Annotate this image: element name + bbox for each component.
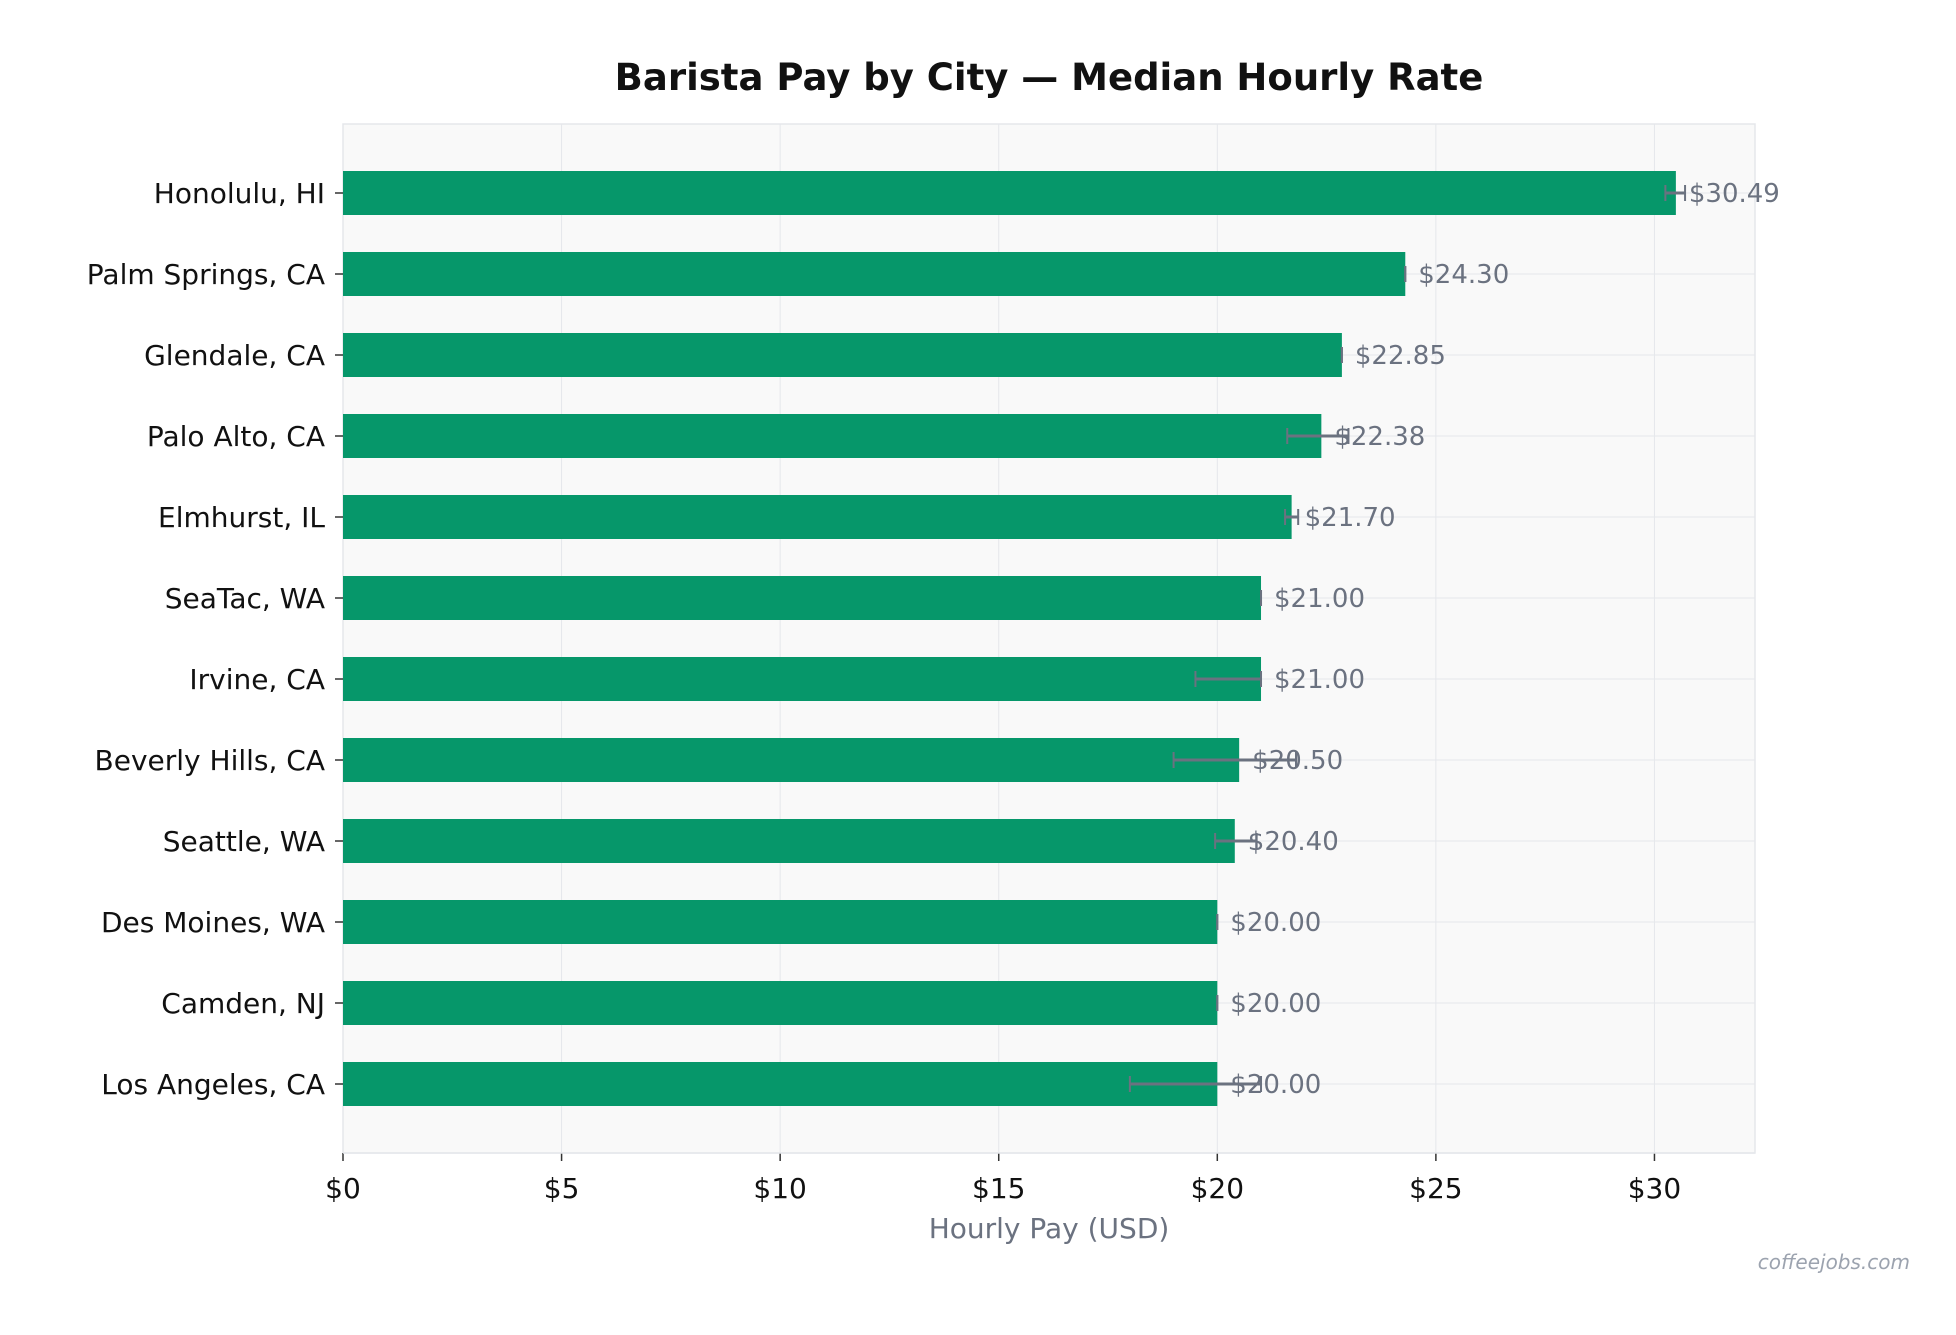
y-tick-label: Palm Springs, CA xyxy=(87,258,325,291)
error-bars xyxy=(1128,185,1687,1092)
y-tick-label: Elmhurst, IL xyxy=(158,501,325,534)
y-tick-label: Des Moines, WA xyxy=(101,906,325,939)
value-label: $20.00 xyxy=(1230,989,1321,1019)
y-tick-label: Los Angeles, CA xyxy=(101,1068,325,1101)
value-label: $21.00 xyxy=(1274,665,1365,695)
value-label: $22.85 xyxy=(1355,341,1446,371)
y-tick-label: Beverly Hills, CA xyxy=(95,744,325,777)
bar xyxy=(343,738,1240,782)
bar xyxy=(343,819,1235,863)
y-tick-label: Palo Alto, CA xyxy=(147,420,325,453)
bar xyxy=(343,657,1262,701)
y-tick-labels: Honolulu, HI Palm Springs, CA Glendale, CA… xyxy=(87,177,343,1101)
value-labels: $30.49 $24.30 $22.85 $22.38 $21.70 $21.00 $21.… xyxy=(1230,179,1780,1100)
value-label: $24.30 xyxy=(1418,260,1509,290)
y-tick-label: Glendale, CA xyxy=(144,339,325,372)
value-label: $20.00 xyxy=(1230,908,1321,938)
bar xyxy=(343,495,1292,539)
chart-title: Barista Pay by City — Median Hourly Rate xyxy=(615,56,1484,99)
x-axis-label: Hourly Pay (USD) xyxy=(929,1212,1170,1245)
bars xyxy=(343,171,1676,1106)
x-tick-label: $20 xyxy=(1191,1172,1244,1205)
x-tick-label: $15 xyxy=(972,1172,1025,1205)
value-label: $30.49 xyxy=(1689,179,1780,209)
value-label: $20.00 xyxy=(1230,1070,1321,1100)
bar xyxy=(343,1062,1218,1106)
bar xyxy=(343,900,1218,944)
x-tick-labels: $0 $5 $10 $15 $20 $25 $30 xyxy=(325,1153,1681,1205)
x-tick-label: $30 xyxy=(1628,1172,1681,1205)
bar xyxy=(343,252,1406,296)
x-tick-label: $5 xyxy=(544,1172,580,1205)
y-tick-label: SeaTac, WA xyxy=(165,582,325,615)
value-label: $20.40 xyxy=(1248,827,1339,857)
value-label: $21.00 xyxy=(1274,584,1365,614)
bar xyxy=(343,576,1262,620)
y-tick-label: Camden, NJ xyxy=(161,987,325,1020)
x-tick-label: $10 xyxy=(753,1172,806,1205)
value-label: $20.50 xyxy=(1252,746,1343,776)
bar xyxy=(343,981,1218,1025)
watermark: coffeejobs.com xyxy=(1757,1250,1910,1274)
x-tick-label: $25 xyxy=(1409,1172,1462,1205)
y-tick-label: Irvine, CA xyxy=(189,663,325,696)
value-label: $21.70 xyxy=(1305,503,1396,533)
bar xyxy=(343,333,1342,377)
y-tick-label: Seattle, WA xyxy=(163,825,325,858)
bar xyxy=(343,414,1322,458)
bar xyxy=(343,171,1676,215)
y-tick-label: Honolulu, HI xyxy=(154,177,325,210)
x-tick-label: $0 xyxy=(325,1172,361,1205)
value-label: $22.38 xyxy=(1334,422,1425,452)
